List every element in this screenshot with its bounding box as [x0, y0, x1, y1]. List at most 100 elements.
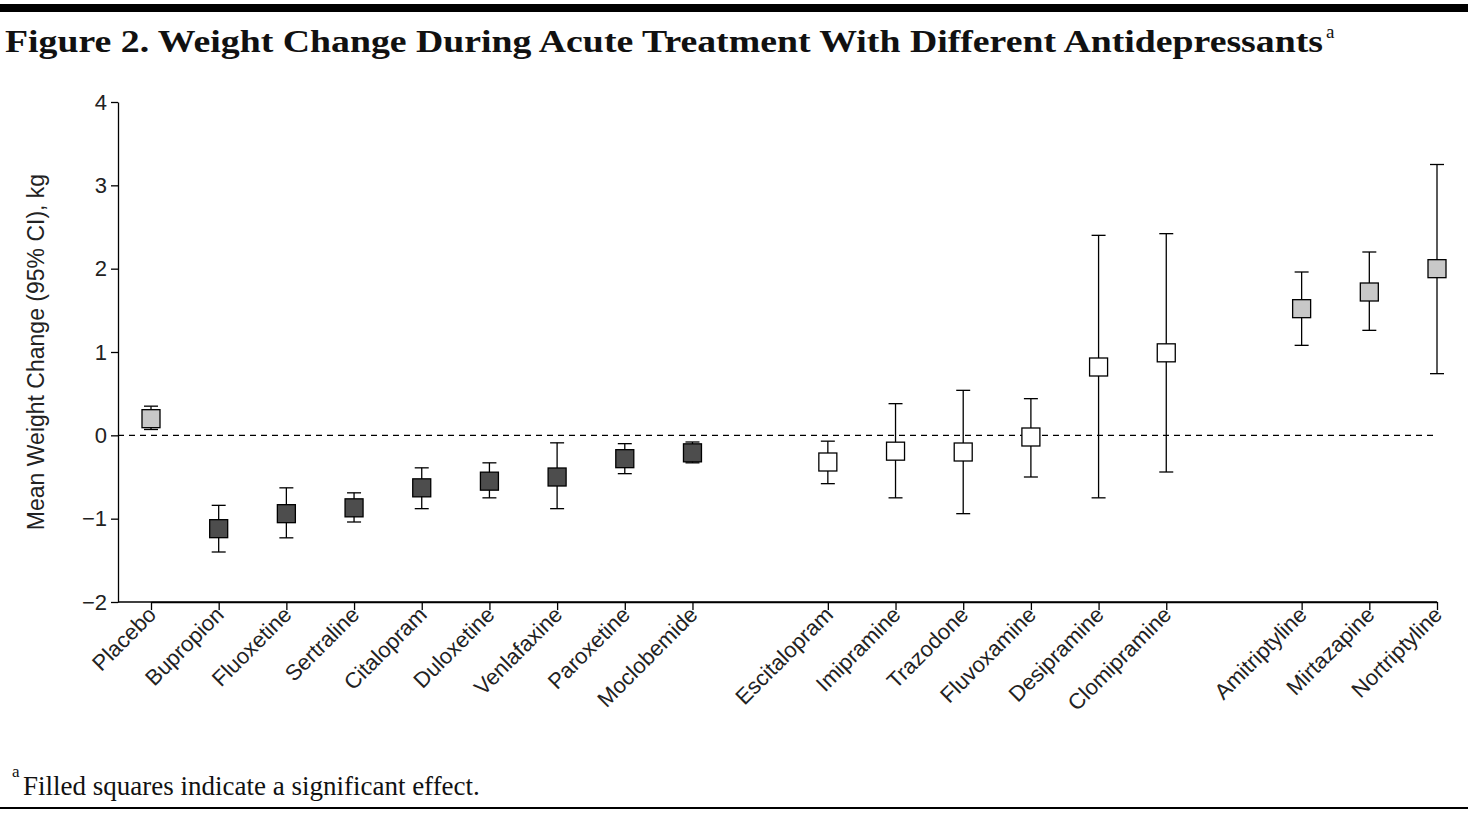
y-tick: −1	[82, 506, 118, 531]
error-bar-cap-high	[550, 442, 564, 443]
point	[887, 442, 905, 460]
x-tick-mark	[1301, 602, 1302, 610]
error-bar-cap-high	[1024, 398, 1038, 399]
point	[1428, 260, 1446, 278]
error-bar-cap-high	[1159, 233, 1173, 234]
point	[1360, 283, 1378, 301]
x-tick-mark	[895, 602, 896, 610]
error-bar-cap-high	[279, 487, 293, 488]
x-tick-mark	[828, 602, 829, 610]
point	[1293, 300, 1311, 318]
error-bar-cap-low	[1362, 330, 1376, 331]
error-bar-cap-high	[212, 505, 226, 506]
y-tick: 3	[95, 173, 118, 198]
x-tick-mark	[963, 602, 964, 610]
y-tick: −2	[82, 590, 118, 615]
y-tick-label: −1	[82, 506, 107, 531]
footnote: Filled squares indicate a significant ef…	[23, 771, 480, 801]
x-tick: Moclobemide	[592, 602, 702, 712]
point	[616, 450, 634, 468]
y-tick-mark	[111, 602, 118, 603]
error-bar-cap-low	[144, 429, 158, 430]
error-bar-cap-high	[482, 462, 496, 463]
error-bar-cap-low	[1295, 345, 1309, 346]
point	[142, 410, 160, 428]
x-tick-mark	[354, 602, 355, 610]
y-tick: 0	[95, 423, 118, 448]
x-tick-mark	[489, 602, 490, 610]
x-tick-label: Nortriptyline	[1346, 602, 1447, 703]
point	[683, 444, 701, 462]
y-tick: 4	[95, 90, 118, 115]
error-bar-cap-low	[415, 508, 429, 509]
y-tick: 1	[95, 340, 118, 365]
error-bar-cap-low	[212, 551, 226, 552]
x-tick-label: Clomipramine	[1063, 602, 1177, 716]
x-tick: Clomipramine	[1063, 602, 1177, 716]
x-tick-mark	[1031, 602, 1032, 610]
y-tick-label: 4	[95, 90, 107, 115]
error-bar-cap-low	[821, 483, 835, 484]
error-bar-cap-low	[956, 513, 970, 514]
point	[954, 443, 972, 461]
error-bar-cap-high	[889, 403, 903, 404]
error-bar-cap-high	[1430, 164, 1444, 165]
y-tick-label: 3	[95, 173, 107, 198]
plot-area	[118, 165, 1446, 553]
error-bar-cap-low	[550, 508, 564, 509]
point	[1157, 344, 1175, 362]
x-axis: PlaceboBupropionFluoxetineSertralineCita…	[87, 602, 1447, 716]
x-tick-mark	[1166, 602, 1167, 610]
point	[345, 499, 363, 517]
y-tick-mark	[111, 102, 118, 103]
x-tick-mark	[692, 602, 693, 610]
y-axis: −2 −1 0 1 2 3 4	[82, 90, 119, 615]
error-bar-cap-low	[347, 521, 361, 522]
point	[480, 472, 498, 490]
error-bar-cap-low	[1024, 476, 1038, 477]
footnote-marker: a	[12, 762, 20, 781]
error-bar-cap-high	[685, 441, 699, 442]
error-bar-cap-high	[415, 467, 429, 468]
y-tick-label: −2	[82, 590, 107, 615]
error-bar-cap-high	[347, 492, 361, 493]
reference-line	[118, 435, 1437, 436]
x-tick-mark	[1437, 602, 1438, 610]
x-tick-mark	[625, 602, 626, 610]
error-bar-cap-low	[889, 497, 903, 498]
error-bar-cap-low	[1430, 373, 1444, 374]
x-axis-baseline	[118, 601, 1437, 602]
x-tick-label: Escitalopram	[730, 602, 838, 710]
error-bar-cap-low	[618, 473, 632, 474]
error-bar-cap-low	[1092, 497, 1106, 498]
error-bar-cap-low	[482, 497, 496, 498]
chart: Figure 2. Weight Change During Acute Tre…	[0, 0, 1468, 816]
error-bar-cap-low	[1159, 471, 1173, 472]
x-tick-mark	[1098, 602, 1099, 610]
point	[1022, 428, 1040, 446]
top-rule	[0, 4, 1468, 12]
title: Figure 2. Weight Change During Acute Tre…	[5, 24, 1323, 59]
y-axis-title: Mean Weight Change (95% CI), kg	[23, 174, 49, 530]
x-tick: Fluoxetine	[207, 602, 296, 691]
y-tick: 2	[95, 256, 118, 281]
x-tick: Escitalopram	[730, 602, 838, 710]
error-bar-cap-high	[1295, 271, 1309, 272]
point	[413, 479, 431, 497]
point	[819, 453, 837, 471]
y-tick-mark	[111, 269, 118, 270]
y-tick-label: 2	[95, 256, 107, 281]
y-tick-mark	[111, 519, 118, 520]
bottom-rule	[0, 807, 1468, 809]
point	[277, 505, 295, 523]
y-tick-label: 1	[95, 340, 107, 365]
error-bar-cap-high	[821, 441, 835, 442]
error-bar-cap-high	[618, 443, 632, 444]
x-tick-mark	[286, 602, 287, 610]
error-bar-cap-high	[1362, 251, 1376, 252]
error-bar-cap-low	[279, 537, 293, 538]
y-tick-mark	[111, 435, 118, 436]
y-tick-label: 0	[95, 423, 107, 448]
x-tick-label: Moclobemide	[592, 602, 702, 712]
x-tick: Nortriptyline	[1346, 602, 1447, 703]
